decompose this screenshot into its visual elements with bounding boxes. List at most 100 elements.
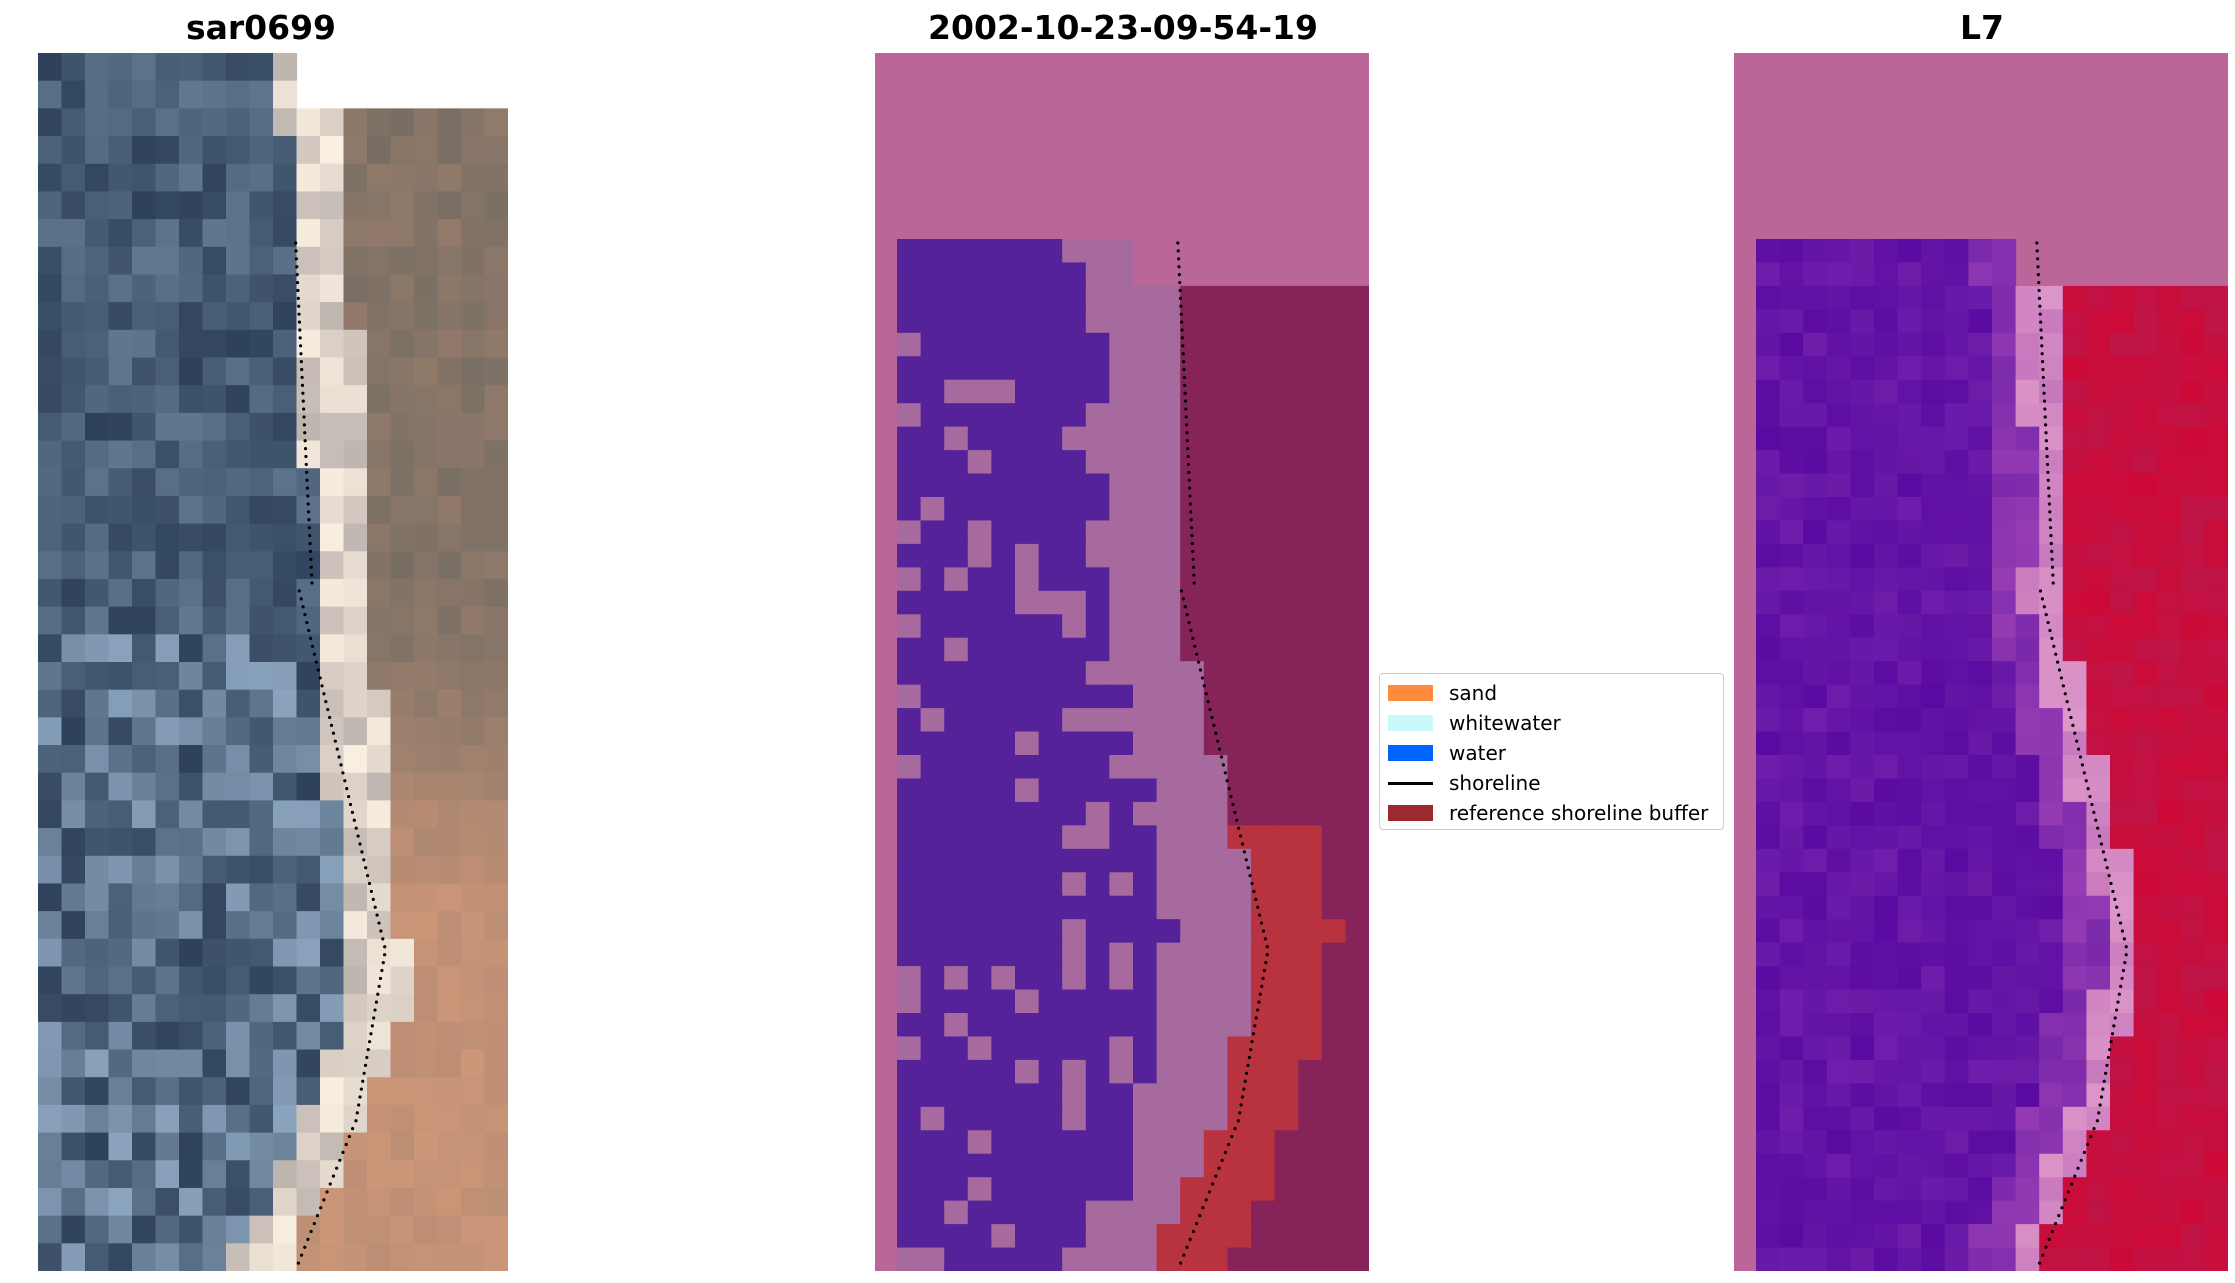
shoreline-point bbox=[1190, 533, 1194, 538]
shoreline-point bbox=[308, 533, 312, 538]
shoreline-point bbox=[2039, 336, 2044, 340]
shoreline-point bbox=[356, 834, 360, 838]
shoreline-point bbox=[1182, 375, 1186, 380]
shoreline-point bbox=[2073, 1174, 2077, 1178]
shoreline-point bbox=[2042, 391, 2046, 395]
shoreline-point bbox=[295, 280, 300, 285]
shoreline-point bbox=[326, 707, 330, 712]
shoreline-point bbox=[309, 557, 313, 561]
shoreline-point bbox=[2086, 1142, 2090, 1147]
shoreline-point bbox=[1182, 1253, 1186, 1257]
shoreline-point bbox=[1243, 1079, 1247, 1083]
shoreline-point bbox=[1185, 439, 1189, 443]
shoreline-point bbox=[2109, 881, 2113, 886]
shoreline-point bbox=[2069, 1182, 2074, 1186]
shoreline-point bbox=[2096, 826, 2100, 830]
shoreline-point bbox=[2105, 866, 2109, 870]
shoreline-point bbox=[354, 1119, 358, 1123]
shoreline-point bbox=[1254, 897, 1258, 901]
shoreline-point bbox=[1179, 304, 1183, 308]
shoreline-point bbox=[1194, 1221, 1199, 1226]
shoreline-point bbox=[2120, 976, 2124, 981]
shoreline-point bbox=[1188, 486, 1192, 490]
shoreline-point bbox=[2048, 518, 2052, 522]
shoreline-point bbox=[2115, 905, 2119, 909]
shoreline-point bbox=[355, 1111, 359, 1115]
shoreline-point bbox=[312, 1221, 316, 1226]
shoreline-point bbox=[1255, 1008, 1260, 1012]
shoreline-point bbox=[1177, 257, 1181, 261]
shoreline-point bbox=[1233, 1127, 1237, 1131]
shoreline-point bbox=[1233, 810, 1237, 814]
shoreline-point bbox=[331, 1174, 336, 1178]
shoreline-point bbox=[2095, 1119, 2099, 1123]
shoreline-point bbox=[1204, 1198, 1208, 1202]
shoreline-point bbox=[2044, 431, 2048, 435]
shoreline-point bbox=[341, 1150, 345, 1154]
shoreline-point bbox=[380, 968, 384, 973]
shoreline-point bbox=[1252, 889, 1256, 894]
shoreline-point bbox=[366, 1047, 370, 1052]
shoreline-point bbox=[2066, 1190, 2070, 1194]
shoreline-point bbox=[1185, 423, 1189, 427]
shoreline-point bbox=[2051, 581, 2055, 585]
shoreline-point bbox=[2079, 1158, 2083, 1162]
shoreline-point bbox=[1179, 312, 1183, 316]
shoreline-point bbox=[1181, 352, 1185, 356]
shoreline-point bbox=[1261, 976, 1265, 981]
shoreline-point bbox=[1238, 834, 1243, 838]
shoreline-point bbox=[1219, 755, 1224, 759]
shoreline-point bbox=[373, 905, 377, 909]
shoreline-point bbox=[2036, 273, 2040, 277]
shoreline-point bbox=[2040, 597, 2044, 601]
shoreline-point bbox=[1183, 605, 1187, 609]
shoreline-point bbox=[2057, 668, 2062, 672]
shoreline-point bbox=[365, 1055, 369, 1060]
shoreline-point bbox=[362, 1071, 366, 1075]
shoreline-point bbox=[2045, 462, 2050, 467]
shoreline-point bbox=[339, 763, 343, 767]
shoreline-point bbox=[2050, 1229, 2054, 1234]
shoreline-point bbox=[2116, 1000, 2120, 1004]
shoreline-point bbox=[1258, 992, 1262, 996]
shoreline-point bbox=[305, 486, 310, 490]
shoreline-point bbox=[369, 889, 373, 894]
shoreline-point bbox=[2049, 533, 2053, 538]
shoreline-point bbox=[296, 1261, 300, 1265]
shoreline-point bbox=[381, 961, 385, 965]
shoreline-point bbox=[1185, 431, 1189, 435]
shoreline-point bbox=[295, 273, 299, 277]
shoreline-point bbox=[2102, 1079, 2106, 1083]
shoreline-point bbox=[1254, 1016, 1258, 1020]
shoreline-point bbox=[1191, 565, 1196, 569]
shoreline-point bbox=[2117, 913, 2121, 917]
shoreline-point bbox=[2042, 605, 2046, 609]
shoreline-point bbox=[372, 1016, 376, 1020]
legend-swatch-buffer bbox=[1388, 805, 1433, 821]
shoreline-point bbox=[1244, 858, 1248, 862]
shoreline-point bbox=[2035, 249, 2039, 253]
shoreline-point bbox=[1265, 953, 1269, 957]
shoreline-point bbox=[2117, 992, 2121, 996]
shoreline-point bbox=[2113, 897, 2117, 901]
shoreline-point bbox=[2057, 1214, 2061, 1218]
shoreline-point bbox=[1262, 968, 1267, 973]
shoreline-point bbox=[1178, 280, 1182, 285]
shoreline-point bbox=[2069, 715, 2073, 720]
shoreline-point bbox=[369, 1032, 373, 1036]
shoreline-point bbox=[1182, 367, 1186, 372]
shoreline-point bbox=[371, 897, 375, 901]
shoreline-point bbox=[2046, 470, 2050, 474]
shoreline-point bbox=[338, 1158, 342, 1162]
shoreline-point bbox=[319, 1206, 323, 1210]
shoreline-point bbox=[308, 541, 312, 546]
shoreline-point bbox=[1229, 794, 1233, 799]
shoreline-point bbox=[1187, 478, 1191, 482]
shoreline-point bbox=[310, 581, 314, 585]
shoreline-point bbox=[2040, 360, 2045, 364]
legend-label-buffer: reference shoreline buffer bbox=[1449, 801, 1709, 825]
shoreline-point bbox=[328, 715, 332, 720]
shoreline-point bbox=[1178, 296, 1183, 300]
shoreline-point bbox=[2040, 352, 2044, 356]
shoreline-point bbox=[303, 431, 307, 435]
